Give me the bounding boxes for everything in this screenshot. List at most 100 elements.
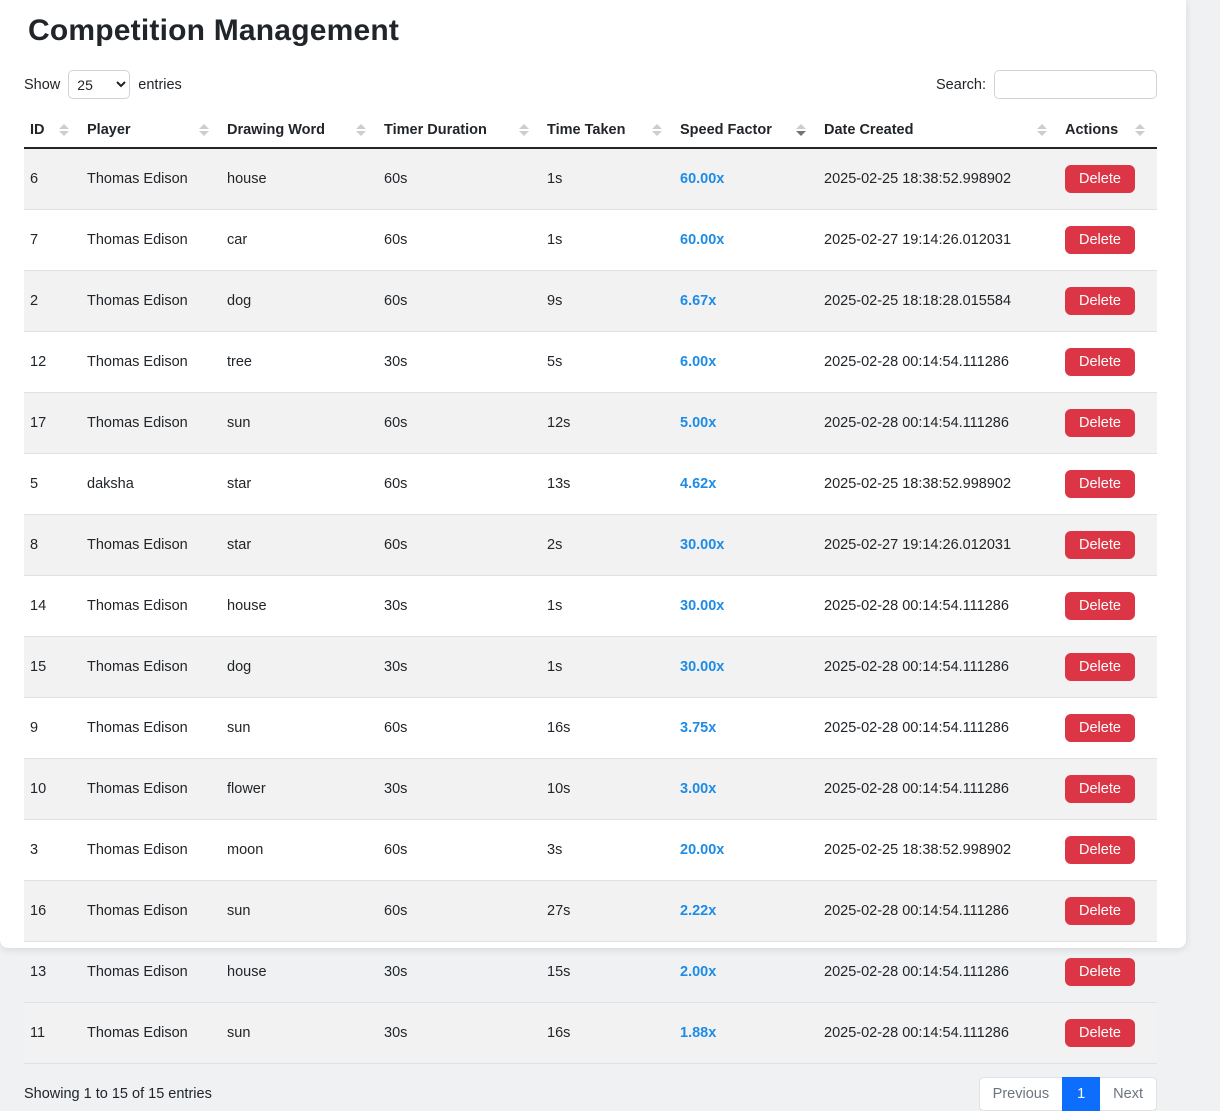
cell-drawing-word: sun xyxy=(221,698,378,759)
cell-actions: Delete xyxy=(1059,454,1157,515)
cell-player: Thomas Edison xyxy=(81,576,221,637)
sort-icon xyxy=(199,124,209,136)
cell-actions: Delete xyxy=(1059,1003,1157,1064)
cell-timer-duration: 30s xyxy=(378,759,541,820)
table-row: 5dakshastar60s13s4.62x2025-02-25 18:38:5… xyxy=(24,454,1157,515)
pagination-next[interactable]: Next xyxy=(1099,1077,1157,1111)
search-label: Search: xyxy=(936,77,986,93)
column-header-speed-factor[interactable]: Speed Factor xyxy=(674,113,818,148)
cell-player: daksha xyxy=(81,454,221,515)
competitions-table: ID Player Drawing Word Timer DurationTime T… xyxy=(24,113,1157,1064)
cell-time-taken: 12s xyxy=(541,393,674,454)
column-header-actions[interactable]: Actions xyxy=(1059,113,1157,148)
table-row: 2Thomas Edisondog60s9s6.67x2025-02-25 18… xyxy=(24,271,1157,332)
cell-timer-duration: 60s xyxy=(378,881,541,942)
delete-button[interactable]: Delete xyxy=(1065,470,1135,498)
cell-drawing-word: tree xyxy=(221,332,378,393)
column-header-date-created[interactable]: Date Created xyxy=(818,113,1059,148)
column-header-id[interactable]: ID xyxy=(24,113,81,148)
table-info: Showing 1 to 15 of 15 entries xyxy=(24,1086,212,1102)
pagination-page-1[interactable]: 1 xyxy=(1062,1077,1100,1111)
cell-timer-duration: 30s xyxy=(378,942,541,1003)
table-header-row: ID Player Drawing Word Timer DurationTime T… xyxy=(24,113,1157,148)
cell-player: Thomas Edison xyxy=(81,698,221,759)
cell-id: 2 xyxy=(24,271,81,332)
cell-drawing-word: dog xyxy=(221,271,378,332)
cell-time-taken: 10s xyxy=(541,759,674,820)
cell-time-taken: 9s xyxy=(541,271,674,332)
cell-id: 16 xyxy=(24,881,81,942)
cell-drawing-word: house xyxy=(221,942,378,1003)
delete-button[interactable]: Delete xyxy=(1065,226,1135,254)
delete-button[interactable]: Delete xyxy=(1065,531,1135,559)
cell-id: 3 xyxy=(24,820,81,881)
cell-speed-factor: 6.67x xyxy=(674,271,818,332)
table-row: 9Thomas Edisonsun60s16s3.75x2025-02-28 0… xyxy=(24,698,1157,759)
search-control: Search: xyxy=(936,70,1157,99)
cell-date-created: 2025-02-28 00:14:54.111286 xyxy=(818,332,1059,393)
delete-button[interactable]: Delete xyxy=(1065,1019,1135,1047)
cell-id: 14 xyxy=(24,576,81,637)
cell-actions: Delete xyxy=(1059,759,1157,820)
table-row: 11Thomas Edisonsun30s16s1.88x2025-02-28 … xyxy=(24,1003,1157,1064)
cell-speed-factor: 3.00x xyxy=(674,759,818,820)
cell-speed-factor: 60.00x xyxy=(674,148,818,210)
cell-speed-factor: 20.00x xyxy=(674,820,818,881)
cell-drawing-word: house xyxy=(221,148,378,210)
column-header-drawing-word[interactable]: Drawing Word xyxy=(221,113,378,148)
cell-actions: Delete xyxy=(1059,942,1157,1003)
cell-timer-duration: 60s xyxy=(378,515,541,576)
cell-player: Thomas Edison xyxy=(81,637,221,698)
cell-actions: Delete xyxy=(1059,820,1157,881)
cell-drawing-word: moon xyxy=(221,820,378,881)
table-footer: Showing 1 to 15 of 15 entries Previous 1… xyxy=(24,1077,1157,1111)
delete-button[interactable]: Delete xyxy=(1065,836,1135,864)
delete-button[interactable]: Delete xyxy=(1065,775,1135,803)
sort-icon xyxy=(652,124,662,136)
delete-button[interactable]: Delete xyxy=(1065,897,1135,925)
cell-timer-duration: 30s xyxy=(378,637,541,698)
cell-date-created: 2025-02-25 18:18:28.015584 xyxy=(818,271,1059,332)
pagination-previous[interactable]: Previous xyxy=(979,1077,1063,1111)
cell-drawing-word: star xyxy=(221,515,378,576)
page-length-control: Show 25 entries xyxy=(24,70,182,99)
delete-button[interactable]: Delete xyxy=(1065,165,1135,193)
search-input[interactable] xyxy=(994,70,1157,99)
delete-button[interactable]: Delete xyxy=(1065,592,1135,620)
cell-timer-duration: 30s xyxy=(378,332,541,393)
column-header-timer-duration[interactable]: Timer Duration xyxy=(378,113,541,148)
delete-button[interactable]: Delete xyxy=(1065,653,1135,681)
cell-date-created: 2025-02-28 00:14:54.111286 xyxy=(818,393,1059,454)
cell-date-created: 2025-02-28 00:14:54.111286 xyxy=(818,942,1059,1003)
column-header-time-taken[interactable]: Time Taken xyxy=(541,113,674,148)
delete-button[interactable]: Delete xyxy=(1065,958,1135,986)
cell-speed-factor: 1.88x xyxy=(674,1003,818,1064)
page-length-select[interactable]: 25 xyxy=(68,70,130,99)
table-row: 10Thomas Edisonflower30s10s3.00x2025-02-… xyxy=(24,759,1157,820)
table-row: 13Thomas Edisonhouse30s15s2.00x2025-02-2… xyxy=(24,942,1157,1003)
cell-speed-factor: 3.75x xyxy=(674,698,818,759)
cell-time-taken: 15s xyxy=(541,942,674,1003)
delete-button[interactable]: Delete xyxy=(1065,287,1135,315)
cell-actions: Delete xyxy=(1059,210,1157,271)
table-row: 3Thomas Edisonmoon60s3s20.00x2025-02-25 … xyxy=(24,820,1157,881)
column-header-player[interactable]: Player xyxy=(81,113,221,148)
cell-actions: Delete xyxy=(1059,576,1157,637)
cell-timer-duration: 30s xyxy=(378,1003,541,1064)
delete-button[interactable]: Delete xyxy=(1065,714,1135,742)
delete-button[interactable]: Delete xyxy=(1065,409,1135,437)
cell-time-taken: 16s xyxy=(541,1003,674,1064)
cell-id: 15 xyxy=(24,637,81,698)
cell-id: 6 xyxy=(24,148,81,210)
column-label: Drawing Word xyxy=(227,122,325,138)
cell-actions: Delete xyxy=(1059,148,1157,210)
table-row: 7Thomas Edisoncar60s1s60.00x2025-02-27 1… xyxy=(24,210,1157,271)
delete-button[interactable]: Delete xyxy=(1065,348,1135,376)
table-row: 17Thomas Edisonsun60s12s5.00x2025-02-28 … xyxy=(24,393,1157,454)
cell-time-taken: 1s xyxy=(541,576,674,637)
cell-actions: Delete xyxy=(1059,881,1157,942)
cell-speed-factor: 2.22x xyxy=(674,881,818,942)
column-label: ID xyxy=(30,122,45,138)
sort-icon xyxy=(1037,124,1047,136)
table-controls: Show 25 entries Search: xyxy=(24,70,1157,99)
